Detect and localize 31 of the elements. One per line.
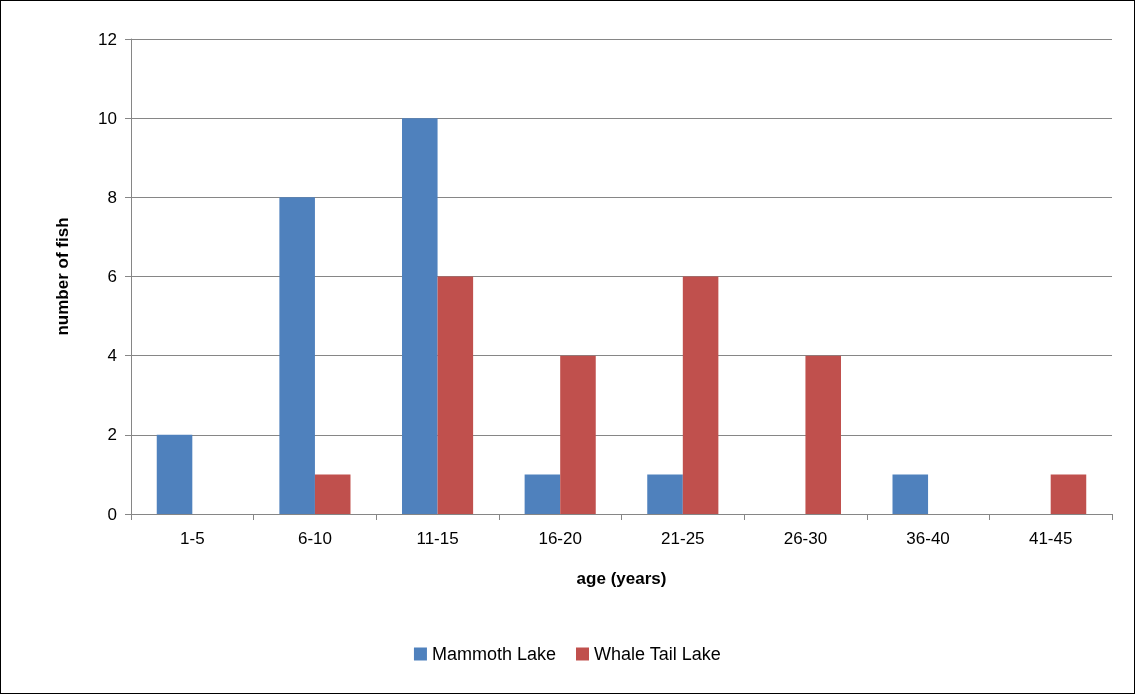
x-axis-title: age (years) <box>576 569 667 588</box>
bar <box>156 434 193 514</box>
x-tick-label: 41-45 <box>1028 529 1073 548</box>
bar <box>647 474 683 514</box>
x-tick-label: 16-20 <box>538 529 582 548</box>
y-tick-label: 6 <box>107 267 117 286</box>
x-tick-label: 11-15 <box>416 529 459 548</box>
y-tick-label: 2 <box>107 425 117 445</box>
bar <box>314 474 351 514</box>
bar <box>1050 474 1087 514</box>
bar <box>892 474 929 514</box>
x-tick-label: 1-5 <box>180 529 205 548</box>
y-tick-label: 10 <box>98 108 117 128</box>
bar <box>437 276 474 514</box>
x-tick-label: 6-10 <box>297 529 332 548</box>
x-tick-label: 21-25 <box>661 529 705 548</box>
y-axis-title: number of fish <box>53 217 72 336</box>
y-tick-label: 4 <box>107 346 117 366</box>
bar <box>524 474 561 514</box>
bar <box>402 118 438 514</box>
bar <box>805 355 841 514</box>
y-tick-label: 8 <box>107 187 117 207</box>
x-tick-label: 36-40 <box>906 529 950 548</box>
bar <box>682 276 719 514</box>
bar <box>279 197 315 514</box>
legend-label: Mammoth Lake <box>431 644 557 664</box>
x-tick-label: 26-30 <box>783 529 828 548</box>
y-tick-label: 12 <box>98 29 117 49</box>
y-tick-label: 0 <box>107 504 117 524</box>
legend-label: Whale Tail Lake <box>593 644 721 664</box>
bar <box>560 355 596 514</box>
